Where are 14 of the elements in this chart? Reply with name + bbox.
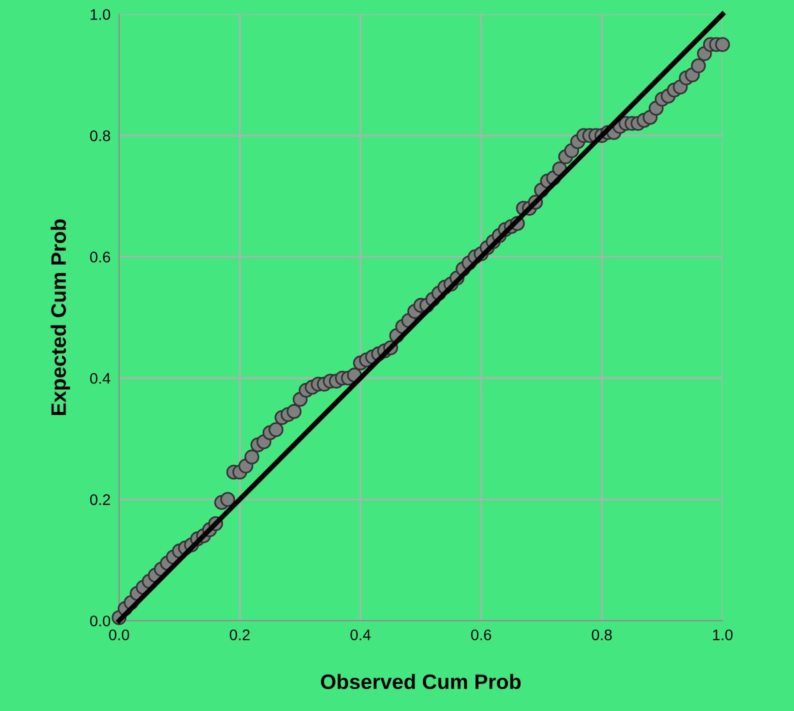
y-tick-label: 0.6 [90,252,110,262]
x-tick-label: 0.4 [350,629,371,640]
y-tick-label: 0.0 [90,616,110,626]
y-tick-label: 0.8 [90,130,110,142]
x-tick-label: 0.0 [109,629,130,640]
y-tick-label: 0.2 [90,494,110,506]
x-tick-label: 1.0 [713,629,733,640]
y-tick-label: 1.0 [90,9,110,20]
y-axis-title: Expected Cum Prob [50,219,70,416]
x-tick-label: 0.2 [230,629,250,640]
x-axis-title: Observed Cum Prob [320,674,521,690]
x-tick-label: 0.8 [592,629,612,640]
x-tick-label: 0.6 [471,629,492,640]
y-tick-label: 0.4 [90,372,110,384]
